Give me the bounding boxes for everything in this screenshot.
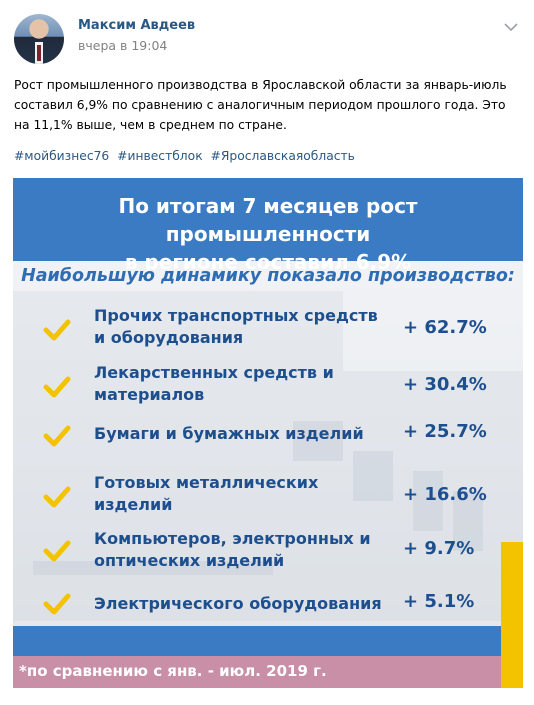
- item-label-line: Лекарственных средств и: [94, 363, 334, 382]
- item-label-line: Готовых металлических: [94, 473, 319, 492]
- card-title-line: По итогам 7 месяцев рост промышленности: [118, 194, 418, 246]
- item-label: Лекарственных средств и материалов: [94, 362, 394, 406]
- item-value: + 62.7%: [403, 317, 487, 338]
- item-label-line: изделий: [94, 495, 173, 514]
- post-text: Рост промышленного производства в Яросла…: [14, 78, 507, 132]
- avatar[interactable]: [14, 14, 64, 64]
- item-label: Готовых металлических изделий: [94, 472, 394, 516]
- check-icon: [43, 376, 71, 398]
- footnote: *по сравнению с янв. - июл. 2019 г.: [19, 662, 327, 680]
- item-label: Бумаги и бумажных изделий: [94, 423, 394, 445]
- hashtag-link[interactable]: #Ярославскаяобласть: [210, 149, 355, 163]
- item-value: + 25.7%: [403, 421, 487, 442]
- item-value: + 16.6%: [403, 484, 487, 505]
- check-icon: [43, 593, 71, 615]
- item-value: + 9.7%: [403, 538, 475, 559]
- item-label-line: Бумаги и бумажных изделий: [94, 424, 364, 443]
- check-icon: [43, 486, 71, 508]
- card-subtitle: Наибольшую динамику показало производств…: [21, 266, 515, 286]
- card-header: [13, 178, 523, 261]
- item-value: + 5.1%: [403, 591, 475, 612]
- avatar-tie: [37, 45, 41, 61]
- item-label-line: оптических изделий: [94, 551, 285, 570]
- hashtag-link[interactable]: #инвестблок: [117, 149, 203, 163]
- hashtags: #мойбизнес76 #инвестблок #Ярославскаяобл…: [14, 149, 359, 163]
- item-label-line: Компьютеров, электронных и: [94, 529, 371, 548]
- item-label: Электрического оборудования: [94, 593, 394, 615]
- bottom-band: [13, 626, 523, 658]
- post-time[interactable]: вчера в 19:04: [78, 38, 168, 53]
- hashtag-link[interactable]: #мойбизнес76: [14, 149, 110, 163]
- item-label-line: материалов: [94, 385, 205, 404]
- item-label: Прочих транспортных средств и оборудован…: [94, 305, 394, 349]
- item-label: Компьютеров, электронных и оптических из…: [94, 528, 394, 572]
- check-icon: [43, 319, 71, 341]
- footnote-band: [13, 656, 523, 688]
- author-name[interactable]: Максим Авдеев: [78, 18, 196, 33]
- check-icon: [43, 425, 71, 447]
- image-overlay: [13, 261, 523, 626]
- card-title-line: в регионе составил 6,9%: [124, 250, 412, 274]
- check-icon: [43, 540, 71, 562]
- menu-chevron-icon[interactable]: [504, 22, 518, 32]
- item-value: + 30.4%: [403, 374, 487, 395]
- item-label-line: Прочих транспортных средств: [94, 306, 378, 325]
- item-label-line: Электрического оборудования: [94, 594, 382, 613]
- yellow-accent-bar: [501, 542, 523, 688]
- item-label-line: и оборудования: [94, 328, 244, 347]
- card-title: По итогам 7 месяцев рост промышленности …: [13, 192, 523, 276]
- post-image[interactable]: По итогам 7 месяцев рост промышленности …: [13, 178, 523, 688]
